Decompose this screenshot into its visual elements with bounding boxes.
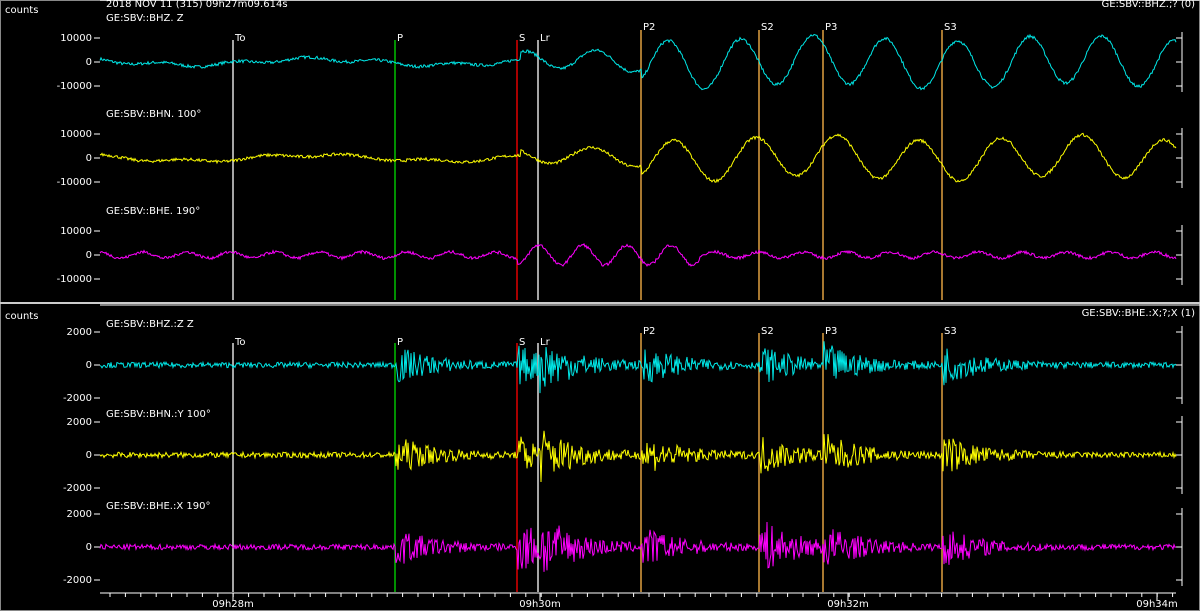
y-tick-label: 2000 (67, 509, 92, 520)
trace-label: GE:SBV::BHZ.:Z Z (106, 319, 194, 330)
phase-label: Lr (540, 33, 551, 44)
y-tick-label: -2000 (63, 483, 92, 494)
waveform (99, 341, 1177, 394)
channel-info: GE:SBV::BHE.:X;?;X (1) (1082, 308, 1196, 319)
y-tick-label: -2000 (63, 575, 92, 586)
phase-label: P (397, 33, 403, 44)
counts-label: counts (5, 311, 38, 322)
phase-label: S3 (944, 326, 957, 337)
trace-label: GE:SBV::BHZ. Z (106, 13, 184, 24)
counts-label: counts (5, 5, 38, 16)
y-tick-label: 0 (86, 542, 92, 553)
waveform (99, 132, 1177, 183)
trace-label: GE:SBV::BHN. 100° (106, 109, 201, 120)
y-tick-label: 0 (86, 250, 92, 261)
time-tick-label: 09h28m (212, 599, 254, 610)
phase-label: To (234, 337, 246, 348)
y-tick-label: 0 (86, 360, 92, 371)
waveform (99, 521, 1177, 572)
phase-label: P3 (825, 326, 837, 337)
phase-label: Lr (540, 337, 551, 348)
phase-label: S2 (761, 22, 774, 33)
trace-label: GE:SBV::BHN.:Y 100° (106, 409, 211, 420)
window-title: 2018 NOV 11 (315) 09h27m09.614s (106, 0, 288, 10)
waveform (99, 33, 1177, 91)
y-tick-label: 0 (86, 450, 92, 461)
y-tick-label: 0 (86, 153, 92, 164)
y-tick-label: 10000 (60, 226, 92, 237)
y-tick-label: 0 (86, 57, 92, 68)
trace-label: GE:SBV::BHE.:X 190° (106, 501, 210, 512)
phase-label: S (519, 33, 525, 44)
y-tick-label: 10000 (60, 33, 92, 44)
phase-label: S (519, 337, 525, 348)
y-tick-label: -10000 (57, 274, 92, 285)
time-tick-label: 09h34m (1136, 599, 1178, 610)
phase-label: P3 (825, 22, 837, 33)
time-tick-label: 09h32m (827, 599, 869, 610)
channel-info: GE:SBV::BHZ.;? (0) (1101, 0, 1195, 10)
trace-label: GE:SBV::BHE. 190° (106, 206, 200, 217)
y-tick-label: -10000 (57, 81, 92, 92)
y-tick-label: -10000 (57, 177, 92, 188)
phase-label: P2 (643, 326, 655, 337)
waveform (99, 430, 1177, 483)
phase-label: S3 (944, 22, 957, 33)
y-tick-label: -2000 (63, 393, 92, 404)
waveform (99, 242, 1177, 267)
y-tick-label: 2000 (67, 327, 92, 338)
time-tick-label: 09h30m (519, 599, 561, 610)
phase-label: P2 (643, 22, 655, 33)
phase-label: To (234, 33, 246, 44)
phase-label: P (397, 337, 403, 348)
phase-label: S2 (761, 326, 774, 337)
y-tick-label: 10000 (60, 129, 92, 140)
y-tick-label: 2000 (67, 417, 92, 428)
